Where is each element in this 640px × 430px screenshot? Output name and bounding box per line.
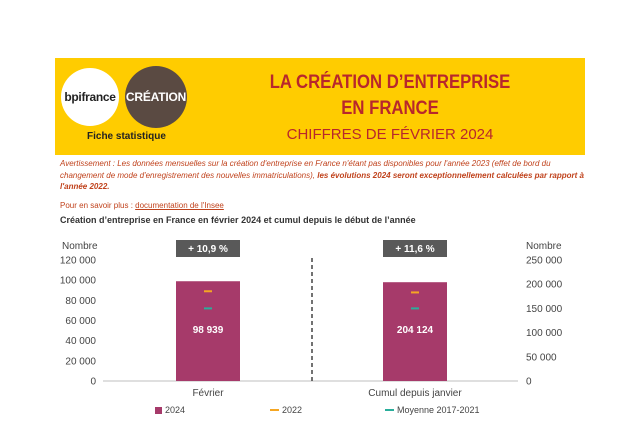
change-badge-label: + 11,6 % <box>395 244 434 255</box>
y-left-tick-label: 0 <box>90 377 96 388</box>
x-category-label: Février <box>192 388 224 399</box>
bar-value-label: 204 124 <box>397 325 434 336</box>
page-subtitle: CHIFFRES DE FÉVRIER 2024 <box>286 126 494 143</box>
change-badge-label: + 10,9 % <box>188 244 228 255</box>
legend-swatch-2022 <box>270 409 279 411</box>
y-left-tick-label: 80 000 <box>65 296 96 307</box>
change-badge <box>176 240 240 257</box>
y-right-tick-label: 50 000 <box>526 352 557 363</box>
y-left-tick-label: 120 000 <box>60 256 97 267</box>
y-right-axis-label: Nombre <box>526 241 562 252</box>
y-right-tick-label: 100 000 <box>526 328 563 339</box>
y-left-tick-label: 100 000 <box>60 276 97 287</box>
legend-item-2024: 2024 <box>155 405 185 415</box>
bar-2024 <box>383 282 447 381</box>
fiche-label: Fiche statistique <box>87 131 166 142</box>
y-right-tick-label: 250 000 <box>526 256 563 267</box>
header-banner: bpifrance CRÉATION Fiche statistique LA … <box>55 58 585 155</box>
warning-text: Avertissement : Les données mensuelles s… <box>60 159 584 192</box>
creation-logo: CRÉATION <box>125 66 187 128</box>
title-line-2: EN FRANCE <box>341 98 439 119</box>
legend-item-moyenne: Moyenne 2017-2021 <box>385 405 480 415</box>
y-left-tick-label: 40 000 <box>65 336 96 347</box>
legend-swatch-2024 <box>155 406 162 414</box>
more-info: Pour en savoir plus : documentation de l… <box>60 201 224 210</box>
bar-2024 <box>176 281 240 381</box>
bpifrance-logo: bpifrance <box>61 68 119 126</box>
y-left-axis-label: Nombre <box>62 241 98 252</box>
bar-value-label: 98 939 <box>193 325 224 336</box>
title-line-1: LA CRÉATION D’ENTREPRISE <box>269 72 511 93</box>
legend-item-2022: 2022 <box>270 405 302 415</box>
insee-doc-link[interactable]: documentation de l'Insee <box>135 201 224 210</box>
warning-bold: les évolutions 2024 seront exceptionnell… <box>60 170 584 192</box>
page-title: LA CRÉATION D’ENTREPRISE EN FRANCE <box>218 70 561 122</box>
chart-title: Création d’entreprise en France en févri… <box>60 215 416 225</box>
y-right-tick-label: 200 000 <box>526 280 563 291</box>
y-right-tick-label: 0 <box>526 377 532 388</box>
y-left-tick-label: 20 000 <box>65 356 96 367</box>
legend-swatch-moyenne <box>385 409 394 411</box>
y-left-tick-label: 60 000 <box>65 316 96 327</box>
change-badge <box>383 240 447 257</box>
x-category-label: Cumul depuis janvier <box>368 388 462 399</box>
y-right-tick-label: 150 000 <box>526 304 563 315</box>
